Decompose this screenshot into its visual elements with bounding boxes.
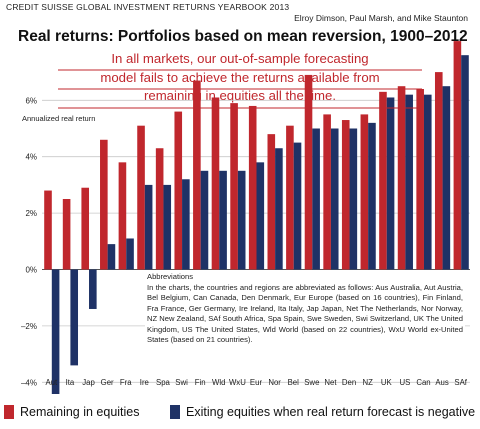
x-tick-label: Can bbox=[416, 378, 430, 387]
bar-remaining bbox=[267, 134, 276, 270]
authors-label: Elroy Dimson, Paul Marsh, and Mike Staun… bbox=[294, 13, 468, 23]
bar-remaining bbox=[416, 89, 424, 270]
bar-exiting bbox=[461, 55, 469, 270]
bar-remaining bbox=[434, 72, 443, 270]
bar-exiting bbox=[405, 94, 413, 270]
bar-exiting bbox=[144, 184, 153, 270]
y-tick-label: –2% bbox=[21, 322, 37, 331]
abbreviations-heading: Abbreviations bbox=[147, 272, 194, 281]
bar-remaining bbox=[211, 97, 220, 270]
y-axis-label: Annualized real return bbox=[22, 114, 96, 123]
x-tick-label: US bbox=[399, 378, 410, 387]
bar-exiting bbox=[275, 148, 283, 270]
x-tick-label: NZ bbox=[362, 378, 373, 387]
bar-exiting bbox=[256, 162, 265, 270]
bar-remaining bbox=[155, 148, 164, 270]
x-tick-label: Net bbox=[324, 378, 337, 387]
bar-remaining bbox=[453, 41, 462, 270]
bar-exiting bbox=[219, 170, 227, 270]
x-tick-label: Swe bbox=[304, 378, 319, 387]
bar-remaining bbox=[360, 114, 369, 270]
bar-remaining bbox=[100, 139, 108, 270]
legend-swatch bbox=[170, 405, 180, 419]
bar-remaining bbox=[174, 111, 183, 270]
x-tick-label: Aut bbox=[45, 378, 58, 387]
legend-item-remaining: Remaining in equities bbox=[4, 405, 140, 419]
bar-remaining bbox=[193, 80, 201, 270]
y-tick-label: 4% bbox=[25, 153, 37, 162]
x-tick-label: Ita bbox=[66, 378, 75, 387]
x-tick-label: SAf bbox=[454, 378, 467, 387]
y-tick-label: 0% bbox=[25, 266, 37, 275]
x-tick-label: Aus bbox=[435, 378, 449, 387]
bar-exiting bbox=[182, 179, 190, 270]
bar-exiting bbox=[293, 142, 302, 270]
abbreviations-text: In the charts, the countries and regions… bbox=[147, 282, 464, 345]
bar-chart: –6%–4%–2%0%2%4%6% AutItaJapGerFraIreSpaS… bbox=[21, 41, 470, 394]
x-tick-label: Nor bbox=[268, 378, 281, 387]
y-tick-label: –4% bbox=[21, 378, 37, 387]
bar-exiting bbox=[349, 128, 358, 270]
bar-remaining bbox=[81, 187, 90, 270]
x-tick-label: Spa bbox=[156, 378, 171, 387]
bar-exiting bbox=[89, 269, 97, 309]
bar-exiting bbox=[163, 184, 172, 270]
x-tick-label: UK bbox=[381, 378, 393, 387]
x-tick-label: Fra bbox=[120, 378, 132, 387]
x-tick-label: Ger bbox=[101, 378, 114, 387]
x-tick-label: Den bbox=[342, 378, 356, 387]
y-tick-labels: –6%–4%–2%0%2%4%6% bbox=[21, 96, 37, 387]
legend: Remaining in equities Exiting equities w… bbox=[0, 394, 480, 429]
x-tick-label: Wld bbox=[212, 378, 225, 387]
source-label: CREDIT SUISSE GLOBAL INVESTMENT RETURNS … bbox=[6, 2, 290, 12]
bar-exiting bbox=[200, 170, 209, 270]
bar-remaining bbox=[304, 74, 313, 270]
bar-remaining bbox=[379, 91, 387, 270]
bar-remaining bbox=[230, 103, 238, 270]
bar-remaining bbox=[137, 125, 145, 270]
bar-exiting bbox=[70, 269, 79, 366]
bar-exiting bbox=[330, 128, 339, 270]
bar-remaining bbox=[397, 86, 406, 270]
bar-remaining bbox=[44, 190, 52, 270]
legend-item-exiting: Exiting equities when real return foreca… bbox=[170, 405, 475, 419]
x-tick-label: Jap bbox=[82, 378, 95, 387]
bar-exiting bbox=[312, 128, 320, 270]
bar-exiting bbox=[237, 170, 246, 270]
bar-remaining bbox=[248, 105, 257, 270]
legend-label: Exiting equities when real return foreca… bbox=[186, 405, 476, 419]
bar-remaining bbox=[62, 199, 71, 270]
legend-label: Remaining in equities bbox=[20, 405, 140, 419]
callout-line: remaining in equities all the time. bbox=[143, 88, 337, 103]
bar-exiting bbox=[126, 238, 134, 270]
bar-remaining bbox=[323, 114, 331, 270]
bar-exiting bbox=[368, 122, 376, 270]
x-tick-label: WxU bbox=[229, 378, 246, 387]
bar-remaining bbox=[118, 162, 127, 270]
bar-exiting bbox=[107, 244, 116, 270]
chart-title: Real returns: Portfolios based on mean r… bbox=[18, 28, 468, 45]
bar-remaining bbox=[341, 120, 350, 270]
x-tick-label: Fin bbox=[195, 378, 206, 387]
callout-line: In all markets, our out-of-sample foreca… bbox=[111, 51, 369, 66]
y-tick-label: 6% bbox=[25, 96, 37, 105]
x-tick-label: Bel bbox=[288, 378, 300, 387]
bar-exiting bbox=[386, 97, 395, 270]
x-tick-label: Swi bbox=[175, 378, 188, 387]
bars bbox=[44, 41, 469, 394]
x-tick-labels: Aut Ita Jap Ger Fra Ire Spa Swi Fin Wld WxU Eur Nor B… bbox=[45, 378, 467, 387]
y-tick-label: 2% bbox=[25, 209, 37, 218]
abbreviations-box: Abbreviations In the charts, the countri… bbox=[145, 270, 465, 347]
bar-exiting bbox=[423, 94, 432, 270]
bar-remaining bbox=[286, 125, 294, 270]
x-tick-label: Eur bbox=[250, 378, 263, 387]
legend-swatch bbox=[4, 405, 14, 419]
x-tick-label: Ire bbox=[140, 378, 149, 387]
bar-exiting bbox=[442, 86, 451, 270]
bar-exiting bbox=[51, 269, 60, 394]
